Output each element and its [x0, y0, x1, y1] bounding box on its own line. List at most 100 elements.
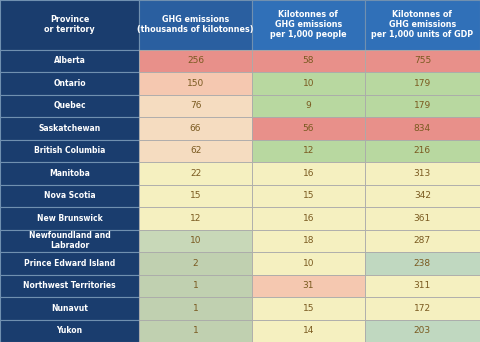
- Text: New Brunswick: New Brunswick: [37, 214, 102, 223]
- Text: 62: 62: [190, 146, 201, 155]
- Bar: [0, 297, 139, 319]
- Bar: [0, 140, 139, 162]
- Bar: [252, 140, 365, 162]
- Bar: [365, 140, 480, 162]
- Text: Kilotonnes of
GHG emissions
per 1,000 people: Kilotonnes of GHG emissions per 1,000 pe…: [270, 10, 347, 39]
- Bar: [365, 50, 480, 72]
- Text: 1: 1: [193, 326, 198, 335]
- Bar: [0, 207, 139, 229]
- Text: 755: 755: [414, 56, 431, 65]
- Text: Kilotonnes of
GHG emissions
per 1,000 units of GDP: Kilotonnes of GHG emissions per 1,000 un…: [372, 10, 473, 39]
- Bar: [0, 0, 139, 50]
- Bar: [365, 275, 480, 297]
- Bar: [252, 229, 365, 252]
- Bar: [0, 252, 139, 275]
- Bar: [365, 207, 480, 229]
- Text: Alberta: Alberta: [54, 56, 85, 65]
- Text: 834: 834: [414, 124, 431, 133]
- Bar: [365, 252, 480, 275]
- Text: 313: 313: [414, 169, 431, 178]
- Text: 238: 238: [414, 259, 431, 268]
- Bar: [365, 319, 480, 342]
- Text: 14: 14: [303, 326, 314, 335]
- Bar: [139, 297, 252, 319]
- Bar: [0, 185, 139, 207]
- Text: 311: 311: [414, 281, 431, 290]
- Text: 203: 203: [414, 326, 431, 335]
- Bar: [365, 162, 480, 185]
- Bar: [252, 162, 365, 185]
- Bar: [139, 72, 252, 95]
- Text: 179: 179: [414, 101, 431, 110]
- Bar: [252, 297, 365, 319]
- Text: 10: 10: [303, 259, 314, 268]
- Text: Saskatchewan: Saskatchewan: [38, 124, 101, 133]
- Text: 2: 2: [193, 259, 198, 268]
- Text: 10: 10: [303, 79, 314, 88]
- Text: 287: 287: [414, 236, 431, 245]
- Bar: [252, 117, 365, 140]
- Text: Prince Edward Island: Prince Edward Island: [24, 259, 115, 268]
- Text: 361: 361: [414, 214, 431, 223]
- Bar: [139, 0, 252, 50]
- Bar: [139, 117, 252, 140]
- Bar: [365, 185, 480, 207]
- Text: 216: 216: [414, 146, 431, 155]
- Bar: [139, 207, 252, 229]
- Bar: [365, 95, 480, 117]
- Text: 256: 256: [187, 56, 204, 65]
- Text: Nova Scotia: Nova Scotia: [44, 191, 96, 200]
- Text: 12: 12: [303, 146, 314, 155]
- Bar: [139, 252, 252, 275]
- Bar: [252, 185, 365, 207]
- Text: 150: 150: [187, 79, 204, 88]
- Text: 58: 58: [303, 56, 314, 65]
- Bar: [0, 50, 139, 72]
- Bar: [139, 229, 252, 252]
- Bar: [252, 319, 365, 342]
- Text: Nunavut: Nunavut: [51, 304, 88, 313]
- Text: 12: 12: [190, 214, 201, 223]
- Text: Yukon: Yukon: [57, 326, 83, 335]
- Text: 22: 22: [190, 169, 201, 178]
- Bar: [0, 275, 139, 297]
- Bar: [365, 229, 480, 252]
- Text: 15: 15: [190, 191, 201, 200]
- Text: GHG emissions
(thousands of kilotonnes): GHG emissions (thousands of kilotonnes): [137, 15, 254, 34]
- Text: 172: 172: [414, 304, 431, 313]
- Text: 18: 18: [303, 236, 314, 245]
- Text: Manitoba: Manitoba: [49, 169, 90, 178]
- Text: Northwest Territories: Northwest Territories: [24, 281, 116, 290]
- Text: 1: 1: [193, 281, 198, 290]
- Text: 56: 56: [303, 124, 314, 133]
- Text: Ontario: Ontario: [53, 79, 86, 88]
- Bar: [365, 72, 480, 95]
- Bar: [252, 252, 365, 275]
- Bar: [139, 319, 252, 342]
- Bar: [0, 117, 139, 140]
- Bar: [139, 140, 252, 162]
- Text: 76: 76: [190, 101, 201, 110]
- Bar: [139, 95, 252, 117]
- Bar: [139, 185, 252, 207]
- Text: Quebec: Quebec: [53, 101, 86, 110]
- Text: 179: 179: [414, 79, 431, 88]
- Text: 16: 16: [303, 169, 314, 178]
- Bar: [0, 95, 139, 117]
- Bar: [0, 72, 139, 95]
- Bar: [139, 275, 252, 297]
- Bar: [0, 319, 139, 342]
- Bar: [0, 162, 139, 185]
- Text: 31: 31: [303, 281, 314, 290]
- Bar: [252, 0, 365, 50]
- Text: 16: 16: [303, 214, 314, 223]
- Bar: [365, 297, 480, 319]
- Text: Newfoundland and
Labrador: Newfoundland and Labrador: [29, 231, 110, 250]
- Bar: [252, 207, 365, 229]
- Bar: [252, 50, 365, 72]
- Bar: [0, 229, 139, 252]
- Text: 15: 15: [303, 304, 314, 313]
- Bar: [139, 50, 252, 72]
- Text: 10: 10: [190, 236, 201, 245]
- Text: 66: 66: [190, 124, 201, 133]
